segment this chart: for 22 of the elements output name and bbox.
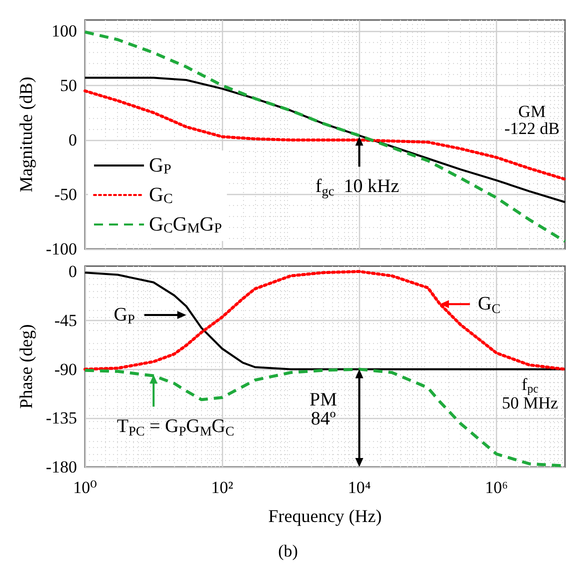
y-tick-label: 50 [60, 76, 77, 95]
x-tick-label: 10² [211, 478, 234, 497]
y-tick-label: -90 [54, 360, 77, 379]
annotation: GM -122 dB [504, 102, 560, 138]
y-axis-title: Phase (deg) [16, 324, 36, 409]
line-series [84, 76, 566, 204]
x-tick-label: 10⁴ [348, 478, 371, 497]
y-tick-label: 0 [68, 130, 77, 150]
annotation: PM 84º [310, 389, 338, 430]
y-tick-label: -135 [46, 408, 77, 428]
text: (b) [278, 542, 298, 560]
y-tick-label: -45 [54, 310, 77, 330]
x-axis-title: Frequency (Hz) [268, 506, 382, 526]
line-series [84, 30, 566, 243]
x-tick-label: 10⁶ [484, 478, 508, 497]
y-tick-label: -100 [46, 240, 77, 258]
y-tick-label: -50 [54, 184, 77, 204]
x-tick-label: 10⁰ [73, 478, 98, 497]
y-tick-label: 0 [68, 262, 77, 281]
y-axis-title: Magnitude (dB) [16, 76, 36, 192]
y-tick-label: 100 [52, 21, 77, 40]
y-tick-label: -180 [46, 458, 77, 476]
